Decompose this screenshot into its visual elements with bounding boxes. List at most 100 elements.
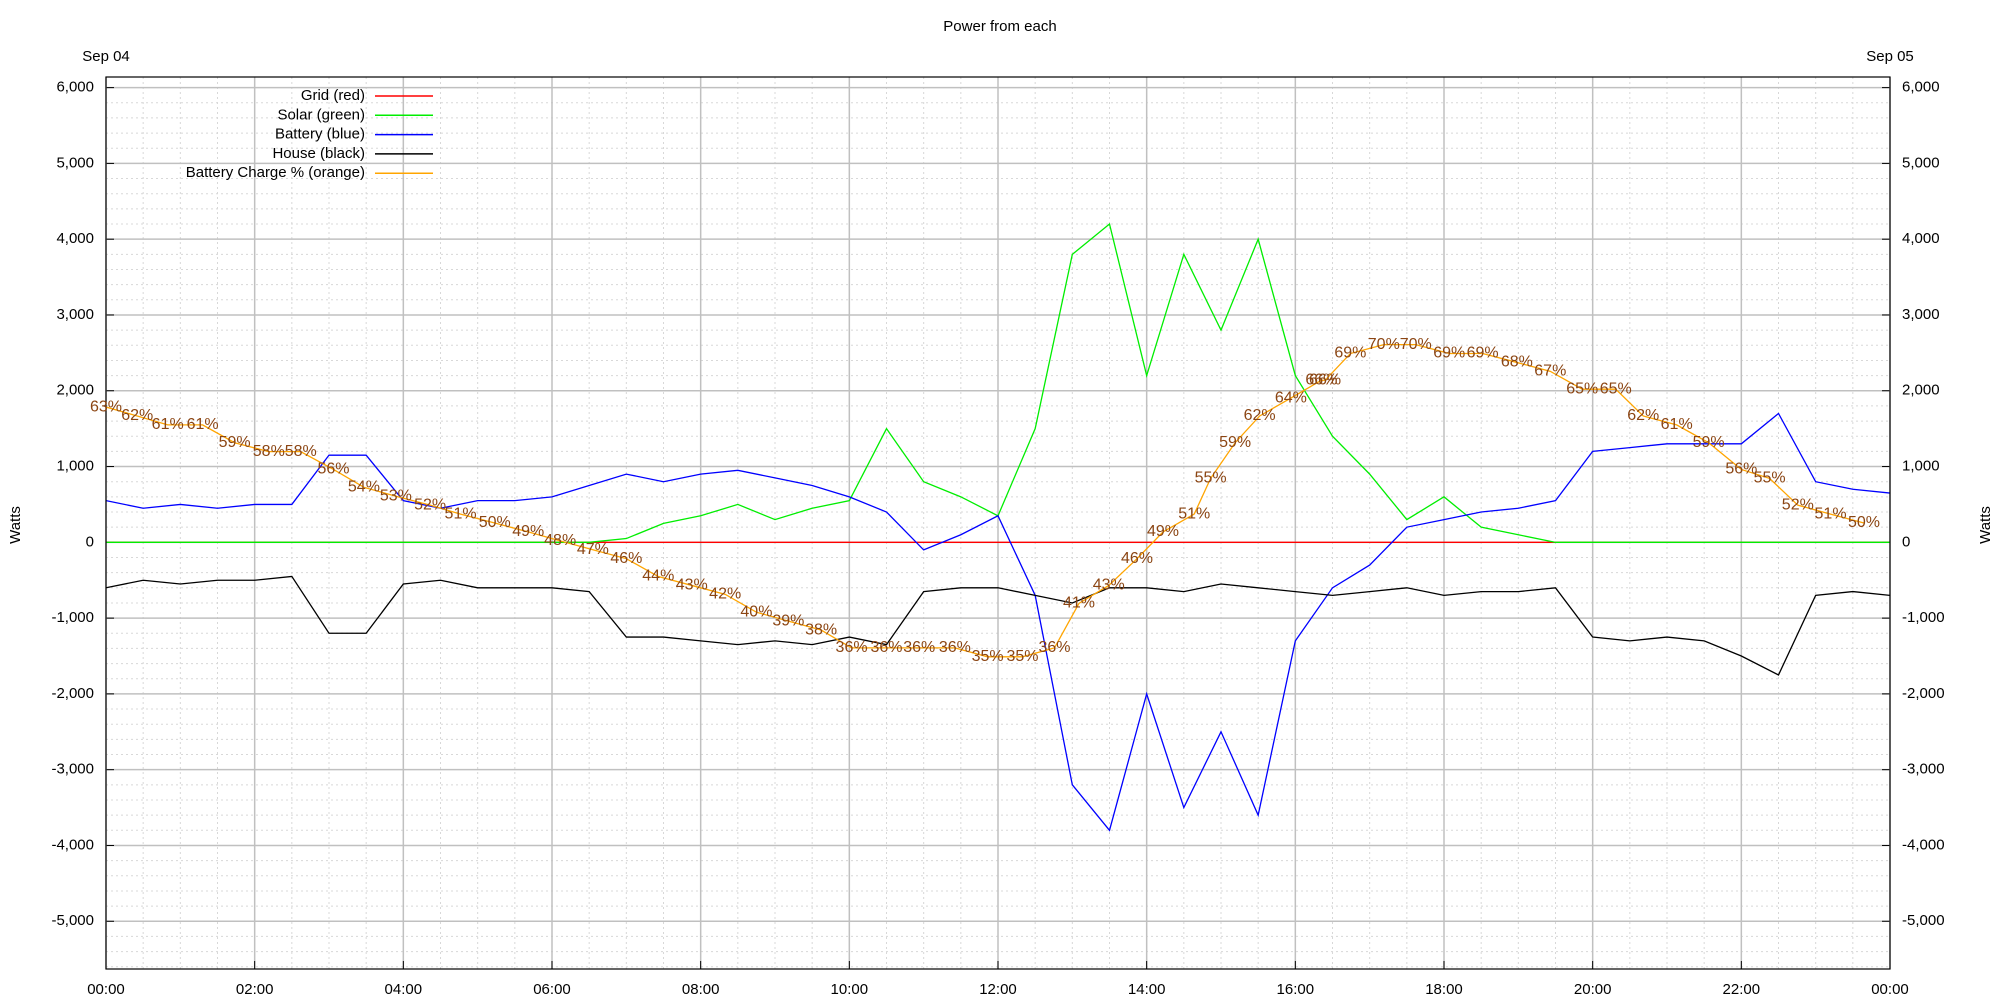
data-label: 49% <box>1147 523 1179 540</box>
series-line <box>106 412 1890 832</box>
y2-tick-label: -4,000 <box>1902 836 1945 853</box>
data-label: 66% <box>1305 371 1337 388</box>
plot-frame <box>105 76 1891 970</box>
y-tick-label: 1,000 <box>56 458 94 475</box>
legend-label: House (black) <box>272 145 365 162</box>
data-label: 36% <box>836 639 868 656</box>
data-label: 66% <box>1309 371 1341 388</box>
data-label: 55% <box>1195 470 1227 487</box>
data-layer <box>106 222 1890 832</box>
data-label: 59% <box>1693 434 1725 451</box>
y2-tick-label: 3,000 <box>1902 306 1940 323</box>
data-label: 41% <box>1063 594 1095 611</box>
data-label: 64% <box>1275 389 1307 406</box>
data-label: 67% <box>1534 363 1566 380</box>
text-layer: Power from each Sep 04 Sep 05 Watts Watt… <box>7 18 1994 998</box>
data-label: 40% <box>740 603 772 620</box>
data-label: 36% <box>939 639 971 656</box>
data-label: 59% <box>1219 434 1251 451</box>
data-label: 46% <box>610 550 642 567</box>
y2-tick-label: 6,000 <box>1902 79 1940 96</box>
x-tick-label: 08:00 <box>682 981 720 998</box>
data-label: 51% <box>1815 505 1847 522</box>
y2-tick-label: 0 <box>1902 533 1910 550</box>
y-tick-label: -5,000 <box>51 912 94 929</box>
data-label: 65% <box>1600 380 1632 397</box>
date-label: Sep 04 <box>82 48 130 65</box>
data-label: 69% <box>1334 345 1366 362</box>
data-label: 58% <box>253 443 285 460</box>
legend-label: Battery (blue) <box>275 126 365 143</box>
y-tick-label: 2,000 <box>56 382 94 399</box>
data-label: 56% <box>1725 461 1757 478</box>
data-label: 43% <box>1093 577 1125 594</box>
data-label: 54% <box>348 479 380 496</box>
data-label: 68% <box>1501 354 1533 371</box>
data-label: 59% <box>219 434 251 451</box>
data-label: 50% <box>1848 514 1880 531</box>
y-tick-label: 0 <box>86 533 94 550</box>
data-label: 50% <box>479 514 511 531</box>
series-line <box>106 575 1890 676</box>
data-label: 56% <box>317 461 349 478</box>
data-label: 51% <box>445 505 477 522</box>
data-label: 69% <box>1433 345 1465 362</box>
data-label: 36% <box>1038 639 1070 656</box>
x-tick-label: 20:00 <box>1574 981 1612 998</box>
data-label: 51% <box>1178 505 1210 522</box>
data-label: 48% <box>544 532 576 549</box>
x-tick-label: 06:00 <box>533 981 571 998</box>
y2-tick-label: -2,000 <box>1902 685 1945 702</box>
y2-tick-label: -3,000 <box>1902 761 1945 778</box>
data-label: 47% <box>577 541 609 558</box>
data-label: 52% <box>1782 496 1814 513</box>
data-label: 38% <box>805 621 837 638</box>
date-label: Sep 05 <box>1866 48 1914 65</box>
data-label: 69% <box>1467 345 1499 362</box>
data-label: 62% <box>121 407 153 424</box>
data-label: 61% <box>152 416 184 433</box>
y2-tick-label: 4,000 <box>1902 230 1940 247</box>
legend-label: Battery Charge % (orange) <box>186 164 365 181</box>
x-tick-label: 00:00 <box>87 981 125 998</box>
y2-tick-label: -1,000 <box>1902 609 1945 626</box>
data-label: 65% <box>1566 380 1598 397</box>
y-axis-label: Watts <box>7 506 24 544</box>
y-tick-label: 4,000 <box>56 230 94 247</box>
y2-tick-label: -5,000 <box>1902 912 1945 929</box>
y-tick-label: -2,000 <box>51 685 94 702</box>
x-tick-label: 18:00 <box>1425 981 1463 998</box>
y-tick-label: 3,000 <box>56 306 94 323</box>
x-tick-label: 16:00 <box>1277 981 1315 998</box>
chart-title: Power from each <box>943 18 1056 35</box>
data-label: 70% <box>1400 336 1432 353</box>
x-tick-label: 02:00 <box>236 981 274 998</box>
y-tick-label: 5,000 <box>56 154 94 171</box>
data-label: 42% <box>709 586 741 603</box>
legend-label: Grid (red) <box>301 87 365 104</box>
data-label: 35% <box>1007 648 1039 665</box>
y-axis-label: Watts <box>1977 506 1994 544</box>
data-label: 36% <box>903 639 935 656</box>
x-tick-label: 00:00 <box>1871 981 1909 998</box>
y-tick-label: -3,000 <box>51 761 94 778</box>
data-label: 49% <box>512 523 544 540</box>
data-label: 62% <box>1244 407 1276 424</box>
data-label: 63% <box>90 398 122 415</box>
y-tick-label: -4,000 <box>51 836 94 853</box>
y2-tick-label: 5,000 <box>1902 154 1940 171</box>
data-label: 44% <box>642 568 674 585</box>
data-label: 36% <box>870 639 902 656</box>
series-line <box>106 343 1865 658</box>
data-label: 39% <box>772 612 804 629</box>
data-label: 55% <box>1754 470 1786 487</box>
data-label: 61% <box>1661 416 1693 433</box>
data-label: 43% <box>676 577 708 594</box>
data-label: 58% <box>285 443 317 460</box>
y2-tick-label: 1,000 <box>1902 458 1940 475</box>
data-label: 61% <box>187 416 219 433</box>
legend-label: Solar (green) <box>277 106 365 123</box>
y-tick-label: 6,000 <box>56 79 94 96</box>
x-tick-label: 14:00 <box>1128 981 1166 998</box>
